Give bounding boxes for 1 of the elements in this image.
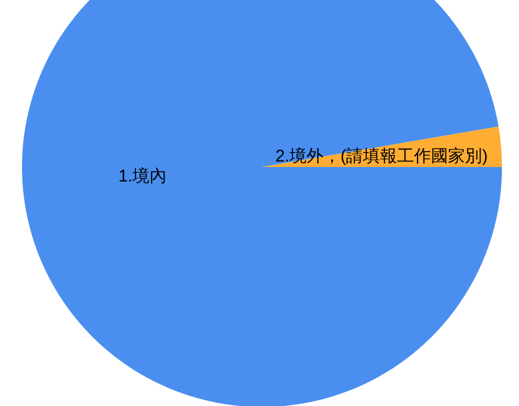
slice-label: 1.境內: [118, 166, 167, 186]
